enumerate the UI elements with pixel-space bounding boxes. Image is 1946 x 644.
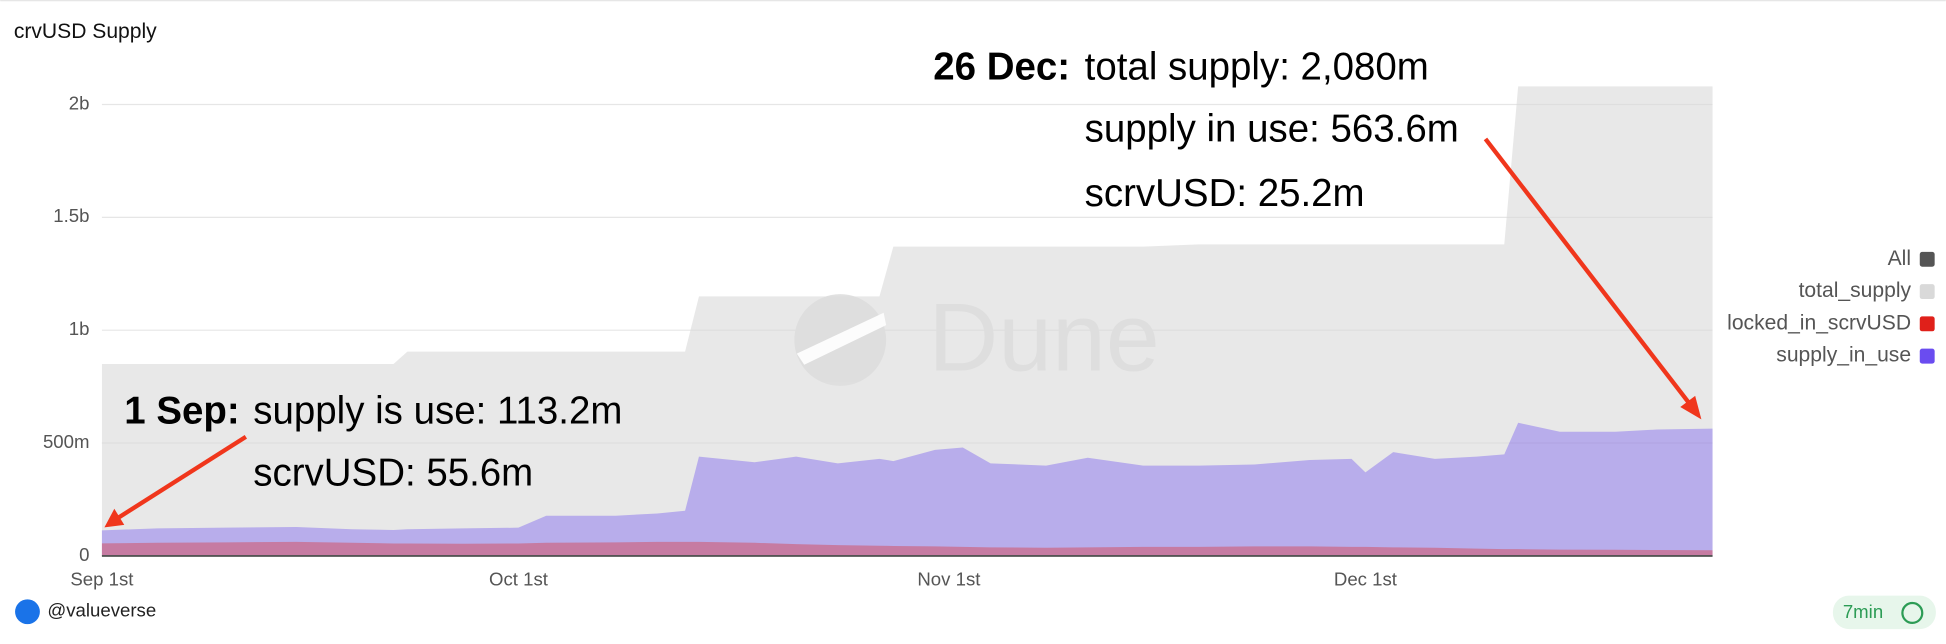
area-locked_in_scrvUSD (101, 541, 1713, 556)
legend-swatch (1919, 348, 1935, 364)
legend-label: locked_in_scrvUSD (1727, 311, 1911, 334)
legend-label: All (1888, 247, 1911, 270)
annotation-arrow (115, 434, 248, 521)
annotation-arrowhead (1680, 395, 1702, 420)
y-tick-label: 1b (69, 318, 90, 339)
watermark-text: Dune (928, 283, 1159, 392)
legend-swatch (1919, 284, 1935, 300)
x-tick-label: Nov 1st (917, 569, 981, 590)
footer: @valueverse 7min (15, 595, 1936, 630)
annotation-line: supply in use: 563.6m (1085, 108, 1459, 151)
y-tick-label: 1.5b (53, 205, 89, 226)
area-supply_in_use (101, 422, 1713, 556)
annotations: 26 Dec: total supply: 2,080m supply in u… (104, 46, 1702, 528)
x-tick-label: Oct 1st (489, 569, 549, 590)
x-tick-label: Dec 1st (1334, 569, 1398, 590)
x-tick-label: Sep 1st (70, 569, 134, 590)
y-tick-label: 2b (69, 92, 90, 113)
annotation-arrow (1483, 137, 1692, 406)
annotation-line: scrvUSD: 25.2m (1085, 172, 1365, 215)
legend-label: total_supply (1799, 279, 1912, 302)
annotation-line: scrvUSD: 55.6m (253, 451, 533, 494)
author-avatar (15, 599, 40, 625)
y-tick-label: 0 (79, 544, 89, 565)
watermark: Dune (794, 283, 1160, 392)
annotation-arrowhead (104, 508, 125, 528)
plot: 0 500m 1b 1.5b 2b Sep 1st Oct 1st Nov 1st Dec 1s… (43, 86, 1713, 590)
area-total_supply (101, 86, 1713, 556)
watermark-logo-cut (796, 312, 887, 365)
y-tick-label: 500m (43, 431, 90, 452)
badge-text: 7min (1843, 601, 1883, 622)
author: @valueverse (47, 600, 156, 621)
legend-swatch (1919, 251, 1935, 267)
chart-title: crvUSD Supply (14, 20, 157, 43)
annotation-line: supply is use: 113.2m (253, 389, 622, 432)
annotation-date: 26 Dec: (933, 46, 1070, 89)
annotation-line: total supply: 2,080m (1085, 46, 1429, 89)
annotation-date: 1 Sep: (124, 389, 239, 432)
legend-swatch (1919, 316, 1935, 332)
legend-label: supply_in_use (1776, 344, 1911, 367)
badge-icon (1901, 601, 1924, 625)
